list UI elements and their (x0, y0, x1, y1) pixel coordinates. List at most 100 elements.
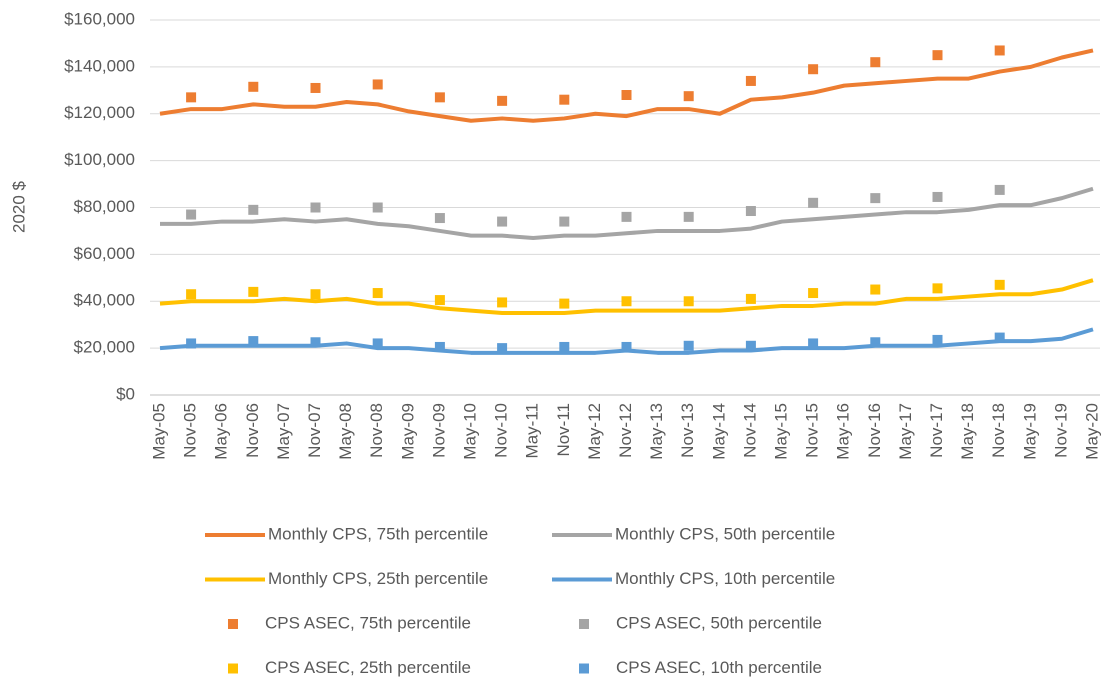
x-tick-label: Nov-17 (927, 403, 946, 458)
series-marker (434, 341, 445, 352)
series-marker (372, 288, 383, 299)
series-marker (186, 289, 197, 300)
series-marker (932, 50, 943, 61)
legend-label: CPS ASEC, 10th percentile (616, 658, 822, 677)
x-tick-label: May-07 (274, 403, 293, 460)
series-marker (745, 75, 756, 86)
series-marker (186, 338, 197, 349)
series-marker (248, 204, 259, 215)
series-marker (186, 92, 197, 103)
x-tick-label: Nov-05 (181, 403, 200, 458)
series-marker (621, 296, 632, 307)
series-marker (932, 334, 943, 345)
x-tick-label: May-08 (336, 403, 355, 460)
legend-swatch (579, 619, 589, 629)
series-marker (310, 202, 321, 213)
y-tick-label: $20,000 (74, 338, 135, 357)
x-tick-label: Nov-16 (865, 403, 884, 458)
series-marker (808, 197, 819, 208)
series-marker (248, 81, 259, 92)
x-tick-label: May-06 (212, 403, 231, 460)
x-tick-label: Nov-19 (1051, 403, 1070, 458)
x-tick-label: Nov-09 (429, 403, 448, 458)
x-tick-label: May-05 (149, 403, 168, 460)
legend-swatch (228, 663, 238, 674)
series-marker (497, 216, 508, 227)
series-marker (186, 209, 197, 220)
x-tick-label: May-13 (647, 403, 666, 460)
series-marker (372, 79, 383, 90)
y-tick-label: $80,000 (74, 197, 135, 216)
series-marker (683, 340, 694, 351)
series-marker (497, 343, 508, 354)
legend-label: CPS ASEC, 50th percentile (616, 613, 822, 632)
x-tick-label: May-11 (523, 403, 542, 458)
series-marker (932, 283, 943, 294)
series-marker (870, 337, 881, 348)
x-tick-label: Nov-15 (803, 403, 822, 458)
x-tick-label: Nov-11 (554, 403, 573, 457)
x-tick-label: May-14 (709, 403, 728, 460)
series-marker (248, 336, 259, 347)
series-marker (621, 90, 632, 100)
series-marker (870, 193, 881, 204)
series-marker (621, 211, 632, 222)
series-marker (808, 288, 819, 299)
legend-label: Monthly CPS, 75th percentile (268, 524, 488, 543)
x-tick-label: Nov-06 (243, 403, 262, 458)
x-tick-label: May-10 (460, 403, 479, 460)
x-tick-label: Nov-10 (492, 403, 511, 458)
series-marker (683, 91, 694, 102)
legend-swatch (579, 663, 589, 674)
x-tick-label: May-16 (834, 403, 853, 460)
series-marker (994, 45, 1005, 56)
legend-label: Monthly CPS, 25th percentile (268, 569, 488, 588)
series-marker (808, 338, 819, 349)
x-tick-label: May-20 (1082, 403, 1101, 460)
x-tick-label: May-18 (958, 403, 977, 460)
y-tick-label: $120,000 (64, 103, 135, 122)
series-marker (808, 64, 819, 75)
x-tick-label: May-12 (585, 403, 604, 460)
series-line (160, 186, 1094, 240)
series-marker (994, 184, 1005, 195)
series-marker (559, 341, 570, 352)
series-marker (310, 337, 321, 348)
series-marker (372, 338, 383, 349)
series-marker (559, 94, 570, 105)
series-marker (559, 298, 570, 309)
series-marker (870, 57, 881, 68)
y-tick-label: $0 (116, 384, 135, 403)
series-marker (497, 297, 508, 308)
series-marker (248, 286, 259, 297)
series-marker (745, 340, 756, 351)
series-marker (994, 332, 1005, 343)
x-tick-label: Nov-07 (305, 403, 324, 458)
y-tick-label: $100,000 (64, 150, 135, 169)
series-marker (994, 279, 1005, 290)
y-tick-label: $160,000 (64, 9, 135, 28)
series-marker (683, 211, 694, 222)
series-marker (932, 191, 943, 202)
series-marker (745, 293, 756, 304)
x-tick-label: Nov-18 (989, 403, 1008, 458)
y-tick-label: $60,000 (74, 244, 135, 263)
legend-label: CPS ASEC, 25th percentile (265, 658, 471, 677)
series-line (159, 278, 1094, 315)
x-tick-label: May-09 (398, 403, 417, 460)
series-marker (434, 213, 445, 224)
legend-swatch (228, 619, 238, 629)
x-tick-label: Nov-08 (367, 403, 386, 458)
legend-label: Monthly CPS, 50th percentile (615, 524, 835, 543)
legend-label: Monthly CPS, 10th percentile (615, 569, 835, 588)
x-tick-label: May-17 (896, 403, 915, 460)
series-marker (559, 216, 570, 227)
x-tick-label: Nov-12 (616, 403, 635, 458)
y-axis-label: 2020 $ (9, 180, 28, 233)
series-marker (870, 284, 881, 295)
series-line (159, 48, 1094, 123)
x-tick-label: Nov-14 (740, 403, 759, 458)
x-tick-label: May-19 (1020, 403, 1039, 460)
series-marker (621, 341, 632, 352)
